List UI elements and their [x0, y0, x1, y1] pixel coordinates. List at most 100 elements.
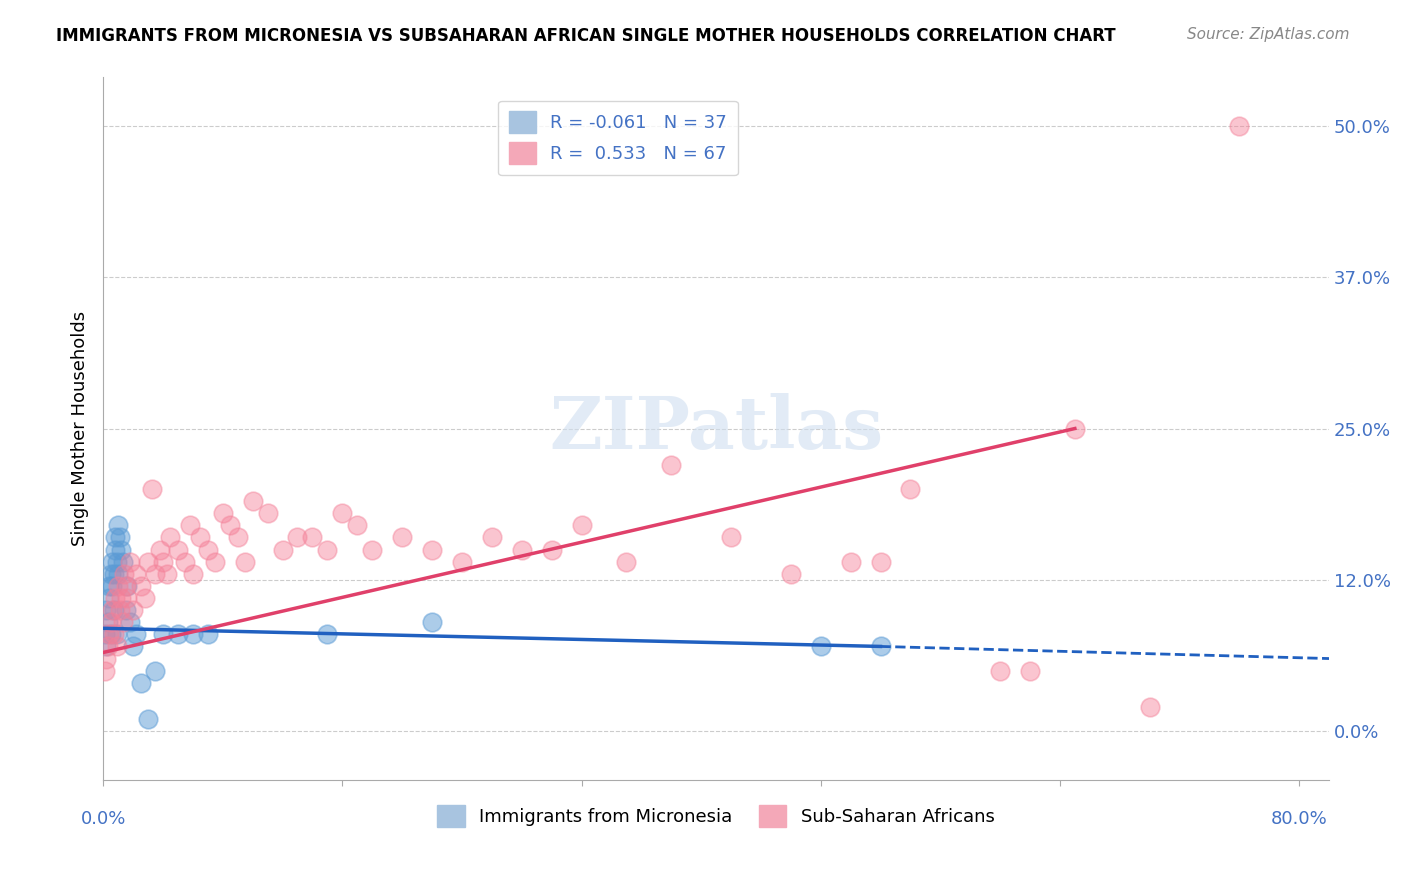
- Point: [101, 555, 124, 569]
- Point: [100, 615, 122, 630]
- Point: [125, 627, 148, 641]
- Point: [1063, 421, 1085, 435]
- Point: [98, 579, 121, 593]
- Point: [988, 664, 1011, 678]
- Point: [134, 591, 156, 605]
- Point: [181, 566, 204, 581]
- Point: [1019, 664, 1042, 678]
- Point: [174, 555, 197, 569]
- Point: [346, 518, 368, 533]
- Point: [114, 603, 136, 617]
- Point: [720, 531, 742, 545]
- Point: [100, 627, 122, 641]
- Point: [105, 640, 128, 654]
- Point: [179, 518, 201, 533]
- Point: [108, 531, 131, 545]
- Point: [156, 566, 179, 581]
- Point: [330, 506, 353, 520]
- Point: [219, 518, 242, 533]
- Point: [420, 615, 443, 630]
- Point: [107, 579, 129, 593]
- Text: IMMIGRANTS FROM MICRONESIA VS SUBSAHARAN AFRICAN SINGLE MOTHER HOUSEHOLDS CORREL: IMMIGRANTS FROM MICRONESIA VS SUBSAHARAN…: [56, 27, 1116, 45]
- Y-axis label: Single Mother Households: Single Mother Households: [72, 311, 89, 546]
- Point: [181, 627, 204, 641]
- Point: [118, 615, 141, 630]
- Point: [98, 591, 121, 605]
- Text: 0.0%: 0.0%: [80, 810, 125, 828]
- Point: [122, 603, 145, 617]
- Point: [94, 603, 117, 617]
- Point: [571, 518, 593, 533]
- Point: [451, 555, 474, 569]
- Text: 80.0%: 80.0%: [1271, 810, 1327, 828]
- Point: [614, 555, 637, 569]
- Point: [97, 615, 120, 630]
- Point: [105, 627, 128, 641]
- Point: [129, 675, 152, 690]
- Legend: Immigrants from Micronesia, Sub-Saharan Africans: Immigrants from Micronesia, Sub-Saharan …: [430, 797, 1002, 834]
- Point: [94, 640, 117, 654]
- Point: [391, 531, 413, 545]
- Point: [167, 542, 190, 557]
- Point: [107, 566, 129, 581]
- Point: [301, 531, 323, 545]
- Point: [103, 603, 125, 617]
- Point: [114, 579, 136, 593]
- Point: [112, 566, 135, 581]
- Point: [141, 482, 163, 496]
- Point: [152, 627, 174, 641]
- Point: [104, 542, 127, 557]
- Point: [420, 542, 443, 557]
- Point: [93, 664, 115, 678]
- Point: [287, 531, 309, 545]
- Point: [107, 518, 129, 533]
- Point: [152, 555, 174, 569]
- Point: [256, 506, 278, 520]
- Point: [145, 566, 167, 581]
- Point: [233, 555, 256, 569]
- Point: [316, 542, 339, 557]
- Point: [167, 627, 190, 641]
- Point: [110, 542, 132, 557]
- Point: [204, 555, 226, 569]
- Point: [93, 627, 115, 641]
- Point: [242, 494, 264, 508]
- Point: [136, 712, 159, 726]
- Point: [481, 531, 503, 545]
- Point: [100, 566, 122, 581]
- Point: [510, 542, 533, 557]
- Point: [94, 651, 117, 665]
- Point: [149, 542, 172, 557]
- Point: [810, 640, 832, 654]
- Point: [115, 579, 138, 593]
- Point: [125, 566, 148, 581]
- Point: [145, 664, 167, 678]
- Point: [111, 555, 134, 569]
- Point: [188, 531, 211, 545]
- Point: [122, 640, 145, 654]
- Point: [1139, 700, 1161, 714]
- Point: [659, 458, 682, 472]
- Point: [197, 542, 219, 557]
- Point: [115, 591, 138, 605]
- Point: [98, 627, 121, 641]
- Point: [108, 603, 131, 617]
- Point: [105, 555, 128, 569]
- Point: [104, 591, 127, 605]
- Point: [129, 579, 152, 593]
- Point: [900, 482, 922, 496]
- Point: [316, 627, 339, 641]
- Point: [111, 615, 134, 630]
- Point: [869, 555, 891, 569]
- Point: [540, 542, 562, 557]
- Point: [271, 542, 294, 557]
- Point: [779, 566, 801, 581]
- Point: [869, 640, 891, 654]
- Point: [118, 555, 141, 569]
- Point: [110, 591, 132, 605]
- Point: [97, 640, 120, 654]
- Text: Source: ZipAtlas.com: Source: ZipAtlas.com: [1187, 27, 1350, 42]
- Point: [101, 603, 124, 617]
- Point: [136, 555, 159, 569]
- Point: [101, 579, 124, 593]
